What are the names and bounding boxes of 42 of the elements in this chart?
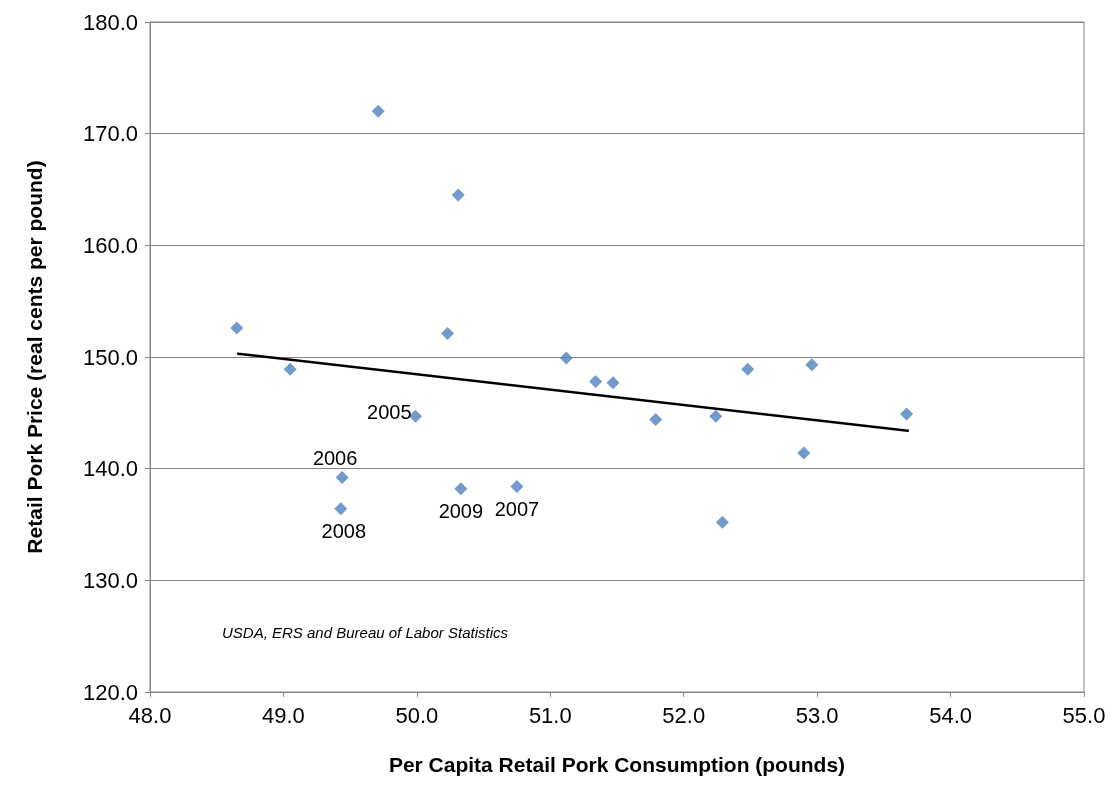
point [797, 446, 811, 460]
y-tick-label: 140.0 [82, 456, 138, 482]
y-tick-label: 180.0 [82, 9, 138, 35]
x-tick-label: 51.0 [528, 702, 572, 728]
x-tick-label: 55.0 [1062, 702, 1106, 728]
point [589, 375, 603, 389]
point [334, 502, 348, 516]
point [510, 480, 524, 494]
point [454, 482, 468, 496]
y-tick-label: 130.0 [82, 567, 138, 593]
y-axis-title: Retail Pork Price (real cents per pound) [23, 160, 46, 554]
annotation: 2006 [312, 446, 358, 469]
annotation: 2009 [438, 499, 484, 522]
point [741, 362, 755, 376]
point [283, 362, 297, 376]
y-tick-label: 160.0 [82, 232, 138, 258]
x-tick-label: 54.0 [929, 702, 972, 728]
y-tick-label: 120.0 [82, 679, 138, 705]
y-tick-label: 150.0 [82, 344, 138, 370]
annotation: 2005 [367, 401, 412, 424]
point [805, 358, 819, 372]
point [649, 413, 663, 427]
point [371, 104, 385, 118]
point [715, 515, 729, 529]
point [709, 409, 723, 423]
annotation: 2008 [321, 519, 367, 542]
x-axis-title: Per Capita Retail Pork Consumption (pounds) [388, 753, 846, 776]
y-tick-label: 170.0 [82, 121, 138, 147]
annotation: 2007 [494, 497, 540, 520]
x-tick-label: 50.0 [395, 702, 439, 728]
point [335, 471, 349, 485]
x-tick-label: 49.0 [262, 702, 305, 728]
point [230, 321, 244, 335]
point [451, 188, 465, 202]
point [441, 327, 455, 341]
annotation: USDA, ERS and Bureau of Labor Statistics [222, 623, 509, 641]
x-tick-label: 53.0 [795, 702, 839, 728]
x-tick-label: 48.0 [128, 702, 172, 728]
point [900, 407, 914, 421]
x-tick-label: 52.0 [662, 702, 706, 728]
point [559, 351, 573, 365]
point [606, 376, 620, 390]
